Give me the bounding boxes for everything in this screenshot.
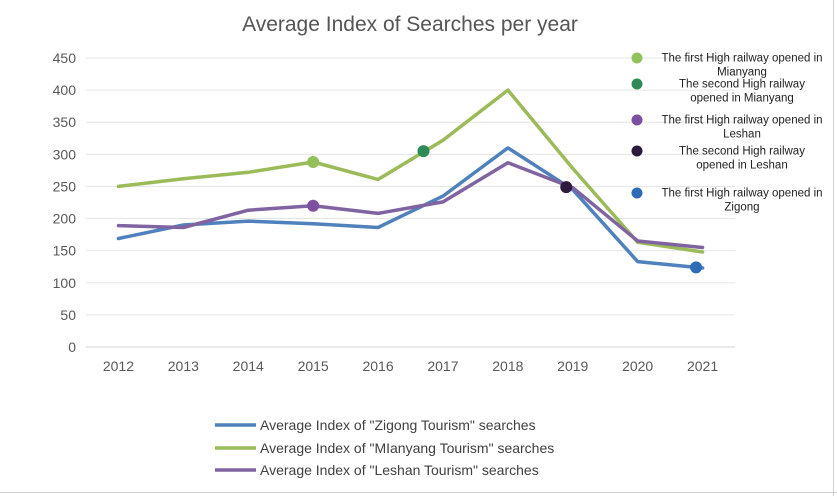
y-tick-label: 0	[68, 339, 76, 355]
y-tick-label: 300	[53, 146, 77, 162]
annotation-legend-text: Zigong	[724, 202, 759, 214]
annotation-legend-text: Leshan	[723, 129, 761, 141]
annotation-marker	[417, 145, 430, 158]
annotation-legend-text: The second High railway	[679, 79, 805, 91]
y-axis-ticks: 0 50 100 150 200 250 300 350 400 450	[53, 50, 77, 355]
x-axis-ticks: 2012 2013 2014 2015 2016 2017 2018 2019 2020 2021	[103, 358, 718, 374]
x-tick-label: 2013	[168, 358, 199, 374]
annotation-legend-marker	[631, 187, 643, 199]
annotation-marker	[690, 261, 703, 274]
chart-title: Average Index of Searches per year	[242, 13, 578, 36]
annotation-legend-marker	[631, 145, 643, 157]
x-tick-label: 2019	[557, 358, 588, 374]
x-tick-label: 2021	[687, 358, 718, 374]
series-line	[116, 160, 705, 250]
annotation-legend-text: The first High railway opened in	[661, 115, 822, 127]
y-tick-label: 400	[53, 82, 77, 98]
x-tick-label: 2015	[298, 358, 329, 374]
annotation-legend-text: The first High railway opened in	[661, 53, 822, 65]
annotation-marker	[307, 156, 320, 169]
y-tick-label: 150	[53, 243, 77, 259]
legend-label: Average Index of "Zigong Tourism" search…	[260, 417, 536, 433]
legend-label: Average Index of "MIanyang Tourism" sear…	[260, 440, 554, 456]
annotation-legend: The first High railway opened in Mianyang…	[631, 52, 823, 214]
y-tick-label: 100	[53, 275, 77, 291]
legend: Average Index of "Zigong Tourism" search…	[215, 417, 554, 478]
annotation-legend-text: opened in Mianyang	[690, 93, 794, 105]
window-edge-bottom	[0, 492, 837, 493]
x-tick-label: 2018	[492, 358, 523, 374]
annotation-legend-text: The first High railway opened in	[661, 188, 822, 200]
x-tick-label: 2020	[622, 358, 653, 374]
series-line	[116, 88, 705, 254]
x-tick-label: 2012	[103, 358, 134, 374]
y-tick-label: 250	[53, 178, 77, 194]
legend-label: Average Index of "Leshan Tourism" search…	[260, 462, 539, 478]
window-edge-right	[833, 0, 834, 496]
y-tick-label: 200	[53, 211, 77, 227]
annotation-marker	[560, 181, 573, 194]
x-tick-label: 2017	[427, 358, 458, 374]
y-tick-label: 50	[60, 307, 76, 323]
annotation-legend-marker	[631, 114, 643, 126]
y-tick-label: 350	[53, 114, 77, 130]
annotation-legend-marker	[631, 52, 643, 64]
y-tick-label: 450	[53, 50, 77, 66]
x-tick-label: 2016	[362, 358, 393, 374]
annotation-marker	[307, 199, 320, 212]
annotation-legend-text: The second High railway	[679, 146, 805, 158]
annotation-legend-text: Mianyang	[717, 67, 767, 79]
series-lines	[116, 88, 705, 270]
x-tick-label: 2014	[233, 358, 264, 374]
series-line	[116, 146, 705, 270]
grid	[86, 57, 735, 348]
annotation-markers	[307, 145, 703, 274]
annotation-legend-marker	[631, 78, 643, 90]
annotation-legend-text: opened in Leshan	[696, 160, 787, 172]
